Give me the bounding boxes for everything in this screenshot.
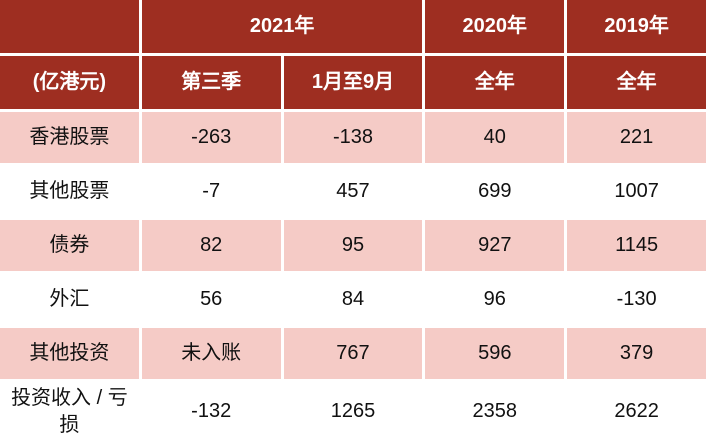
year-header-2021: 2021年	[141, 0, 423, 53]
table-cell: -7	[141, 166, 281, 217]
table-cell: 2358	[425, 382, 565, 441]
table-cell: 767	[283, 328, 423, 379]
table-cell: 699	[425, 166, 565, 217]
year-header-2019: 2019年	[567, 0, 706, 53]
table-cell: -130	[567, 274, 706, 325]
period-header-fullyear-2020: 全年	[425, 56, 565, 109]
table-cell: 82	[141, 220, 281, 271]
row-label-foreign-exchange: 外汇	[0, 274, 139, 325]
year-header-2020: 2020年	[425, 0, 565, 53]
blank-corner-cell	[0, 0, 139, 53]
table-cell: 95	[283, 220, 423, 271]
table-cell: -138	[283, 112, 423, 163]
table-cell: 1265	[283, 382, 423, 441]
table-cell: -263	[141, 112, 281, 163]
row-label-other-stocks: 其他股票	[0, 166, 139, 217]
table-cell: 221	[567, 112, 706, 163]
table-cell: 1145	[567, 220, 706, 271]
table-cell: 1007	[567, 166, 706, 217]
table-cell: -132	[141, 382, 281, 441]
table-cell: 927	[425, 220, 565, 271]
row-label-hk-stocks: 香港股票	[0, 112, 139, 163]
table-cell: 457	[283, 166, 423, 217]
table-cell: 84	[283, 274, 423, 325]
period-header-jan-sep: 1月至9月	[283, 56, 423, 109]
table-cell: 96	[425, 274, 565, 325]
table-cell: 379	[567, 328, 706, 379]
row-label-other-investments: 其他投资	[0, 328, 139, 379]
table-cell: 2622	[567, 382, 706, 441]
period-header-fullyear-2019: 全年	[567, 56, 706, 109]
unit-label: (亿港元)	[0, 56, 139, 109]
table-cell: 未入账	[141, 328, 281, 379]
row-label-bonds: 债券	[0, 220, 139, 271]
table-cell: 596	[425, 328, 565, 379]
table-cell: 40	[425, 112, 565, 163]
period-header-q3: 第三季	[141, 56, 281, 109]
table-cell: 56	[141, 274, 281, 325]
row-label-investment-income-loss: 投资收入 / 亏损	[0, 382, 139, 441]
